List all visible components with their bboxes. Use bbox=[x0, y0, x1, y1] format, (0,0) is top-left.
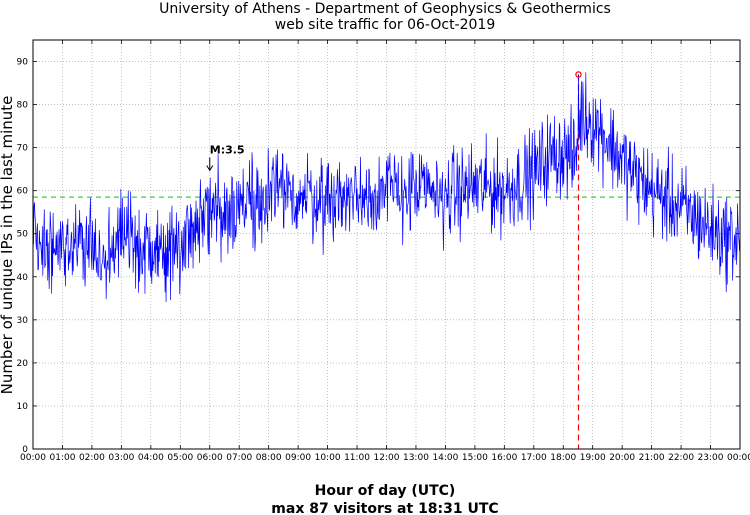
peak-marker bbox=[575, 71, 582, 78]
x-tick-label: 01:00 bbox=[49, 453, 75, 463]
y-tick-label: 70 bbox=[17, 144, 29, 154]
x-tick-label: 18:00 bbox=[550, 453, 576, 463]
chart-title: University of Athens - Department of Geo… bbox=[159, 1, 611, 17]
y-axis-label: Number of unique IPs in the last minute bbox=[0, 96, 16, 395]
y-tick-label: 10 bbox=[17, 402, 29, 412]
y-tick-label: 30 bbox=[17, 316, 29, 326]
y-tick-label: 20 bbox=[17, 359, 29, 369]
x-axis-label: Hour of day (UTC) bbox=[315, 483, 456, 499]
y-tick-label: 50 bbox=[17, 230, 29, 240]
x-tick-label: 00:00 bbox=[20, 453, 46, 463]
x-tick-label: 11:00 bbox=[344, 453, 370, 463]
x-tick-label: 05:00 bbox=[167, 453, 193, 463]
x-tick-label: 04:00 bbox=[138, 453, 164, 463]
chart-subtitle: web site traffic for 06-Oct-2019 bbox=[275, 17, 496, 33]
x-tick-label: 10:00 bbox=[315, 453, 341, 463]
annotation-arrow-head bbox=[206, 165, 214, 172]
x-tick-label: 03:00 bbox=[108, 453, 134, 463]
x-tick-label: 15:00 bbox=[462, 453, 488, 463]
x-tick-label: 17:00 bbox=[521, 453, 547, 463]
x-tick-label: 07:00 bbox=[226, 453, 252, 463]
x-tick-label: 00:00 bbox=[727, 453, 750, 463]
y-tick-label: 0 bbox=[22, 445, 28, 455]
y-axis-ticks: 0 10 20 30 40 50 60 70 80 90 bbox=[17, 58, 740, 455]
x-tick-label: 02:00 bbox=[79, 453, 105, 463]
annotation-label: M:3.5 bbox=[210, 143, 245, 156]
y-tick-label: 60 bbox=[17, 187, 29, 197]
x-tick-label: 23:00 bbox=[698, 453, 724, 463]
x-tick-label: 16:00 bbox=[491, 453, 517, 463]
reference-lines bbox=[33, 74, 740, 449]
x-tick-label: 06:00 bbox=[197, 453, 223, 463]
x-tick-label: 21:00 bbox=[639, 453, 665, 463]
traffic-series-line bbox=[32, 72, 741, 303]
x-axis-ticks: 00:00 01:00 02:00 03:00 04:00 05:00 06:00 07:00… bbox=[20, 40, 750, 463]
x-tick-label: 08:00 bbox=[256, 453, 282, 463]
x-tick-label: 22:00 bbox=[668, 453, 694, 463]
x-tick-label: 12:00 bbox=[374, 453, 400, 463]
x-tick-label: 09:00 bbox=[285, 453, 311, 463]
x-tick-label: 20:00 bbox=[609, 453, 635, 463]
x-tick-label: 13:00 bbox=[403, 453, 429, 463]
annotation-group: M:3.5 bbox=[206, 143, 245, 172]
y-tick-label: 80 bbox=[17, 101, 29, 111]
x-tick-label: 19:00 bbox=[580, 453, 606, 463]
max-visitors-footer: max 87 visitors at 18:31 UTC bbox=[271, 501, 498, 515]
y-tick-label: 90 bbox=[17, 58, 29, 68]
y-tick-label: 40 bbox=[17, 273, 29, 283]
x-tick-label: 14:00 bbox=[432, 453, 458, 463]
